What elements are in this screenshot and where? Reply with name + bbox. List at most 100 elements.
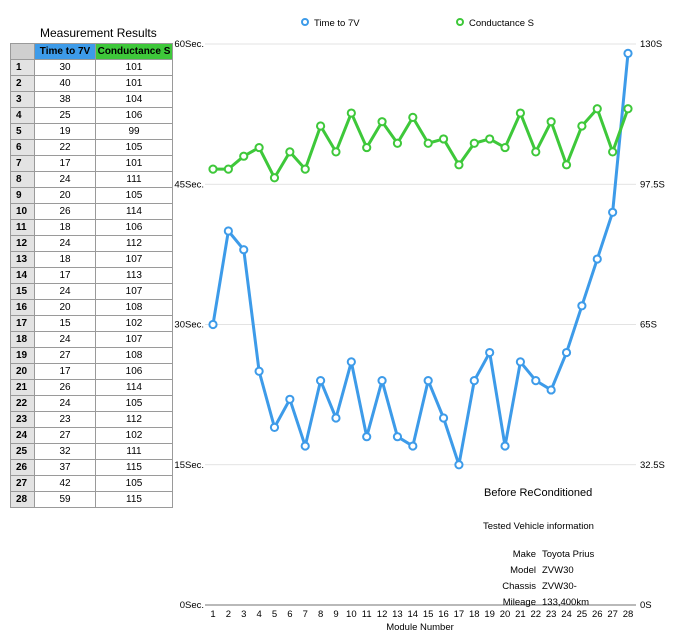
data-point — [239, 151, 249, 161]
series-line-time — [211, 53, 630, 467]
x-tick-label: 7 — [303, 609, 308, 620]
x-axis-label: Module Number — [386, 622, 454, 633]
row-index: 3 — [10, 91, 35, 108]
data-point — [269, 173, 280, 183]
data-point — [346, 108, 356, 118]
data-point — [331, 413, 341, 423]
x-tick-label: 19 — [484, 609, 495, 620]
vehicle-info-key: Make — [512, 549, 536, 560]
data-point — [608, 207, 618, 217]
table-row: 21 26 114 — [10, 379, 173, 396]
data-point — [300, 441, 310, 451]
conductance-cell: 115 — [95, 491, 173, 508]
data-point — [454, 460, 464, 470]
x-tick-label: 16 — [438, 609, 449, 620]
data-point — [223, 226, 233, 236]
x-tick-label: 1 — [210, 609, 215, 620]
data-point — [623, 104, 633, 114]
table-row: 23 23 112 — [10, 411, 173, 428]
data-point — [485, 134, 495, 144]
table-row: 3 38 104 — [10, 91, 173, 108]
x-tick-label: 25 — [577, 609, 588, 620]
data-point — [454, 160, 464, 170]
results-table: Time to 7V Conductance S 1 30 101 2 40 101 3 38… — [10, 43, 173, 508]
data-point — [223, 164, 233, 174]
table-row: 16 20 108 — [10, 299, 173, 316]
x-tick-label: 20 — [500, 609, 511, 620]
right-tick-label: 130S — [640, 39, 662, 50]
data-point — [469, 376, 479, 386]
data-point — [592, 254, 602, 264]
data-point — [362, 142, 372, 153]
x-tick-label: 4 — [256, 609, 261, 620]
x-tick-label: 9 — [333, 609, 338, 620]
row-index: 16 — [10, 299, 35, 316]
data-point — [546, 117, 556, 127]
data-point — [577, 301, 587, 311]
data-point — [285, 147, 295, 157]
data-point — [392, 138, 403, 148]
x-tick-label: 8 — [318, 609, 323, 620]
x-tick-label: 6 — [287, 609, 292, 620]
table-row: 12 24 112 — [10, 235, 173, 252]
data-point — [561, 160, 572, 170]
data-point — [608, 147, 618, 157]
data-point — [423, 138, 433, 148]
x-tick-label: 24 — [561, 609, 572, 620]
data-point — [438, 134, 449, 144]
vehicle-info-row: Model ZVW30 — [478, 565, 574, 576]
x-tick-label: 2 — [226, 609, 231, 620]
row-index: 24 — [10, 427, 35, 444]
row-index: 1 — [10, 59, 35, 76]
table-corner — [10, 43, 35, 60]
header-time: Time to 7V — [34, 43, 96, 60]
series-line-conductance — [213, 107, 630, 180]
x-tick-label: 5 — [272, 609, 277, 620]
data-point — [300, 164, 310, 174]
data-point — [408, 441, 418, 451]
vehicle-info-key: Mileage — [502, 597, 536, 608]
data-point — [285, 394, 295, 404]
table-row: 8 24 111 — [10, 171, 173, 188]
legend-label: Conductance S — [469, 18, 534, 29]
row-index: 5 — [10, 123, 35, 140]
table-row: 14 17 113 — [10, 267, 173, 284]
data-point — [208, 319, 218, 330]
data-point — [531, 376, 541, 386]
x-tick-label: 23 — [546, 609, 557, 620]
data-point — [423, 376, 433, 386]
data-point — [315, 121, 326, 131]
data-point — [515, 108, 526, 118]
data-point — [208, 164, 218, 174]
data-point — [392, 432, 403, 442]
vehicle-info-title: Tested Vehicle information — [483, 521, 594, 532]
x-tick-label: 17 — [454, 609, 465, 620]
x-tick-label: 22 — [530, 609, 541, 620]
x-tick-label: 27 — [607, 609, 618, 620]
x-tick-label: 21 — [515, 609, 526, 620]
table-row: 5 19 99 — [10, 123, 173, 140]
left-tick-label: 30Sec. — [174, 320, 204, 331]
table-row: 1 30 101 — [10, 59, 173, 76]
vehicle-info-value: ZVW30 — [542, 565, 574, 576]
data-point — [531, 147, 541, 157]
table-row: 20 17 106 — [10, 363, 173, 380]
data-point — [500, 142, 510, 153]
left-tick-label: 45Sec. — [174, 179, 204, 190]
left-tick-label: 0Sec. — [180, 600, 204, 611]
vehicle-info-value: Toyota Prius — [542, 549, 595, 560]
data-point — [346, 357, 356, 367]
vehicle-info-row: Mileage 133,400km — [478, 597, 589, 608]
legend-marker — [456, 18, 464, 26]
x-tick-label: 13 — [392, 609, 403, 620]
vehicle-info-key: Chassis — [502, 581, 536, 592]
data-point — [239, 245, 249, 255]
data-point — [577, 121, 587, 131]
data-point — [269, 422, 280, 432]
x-tick-label: 11 — [362, 609, 372, 620]
data-point — [377, 376, 387, 386]
x-tick-label: 15 — [423, 609, 434, 620]
data-point — [315, 376, 326, 386]
x-tick-label: 26 — [592, 609, 603, 620]
data-point — [254, 142, 264, 153]
